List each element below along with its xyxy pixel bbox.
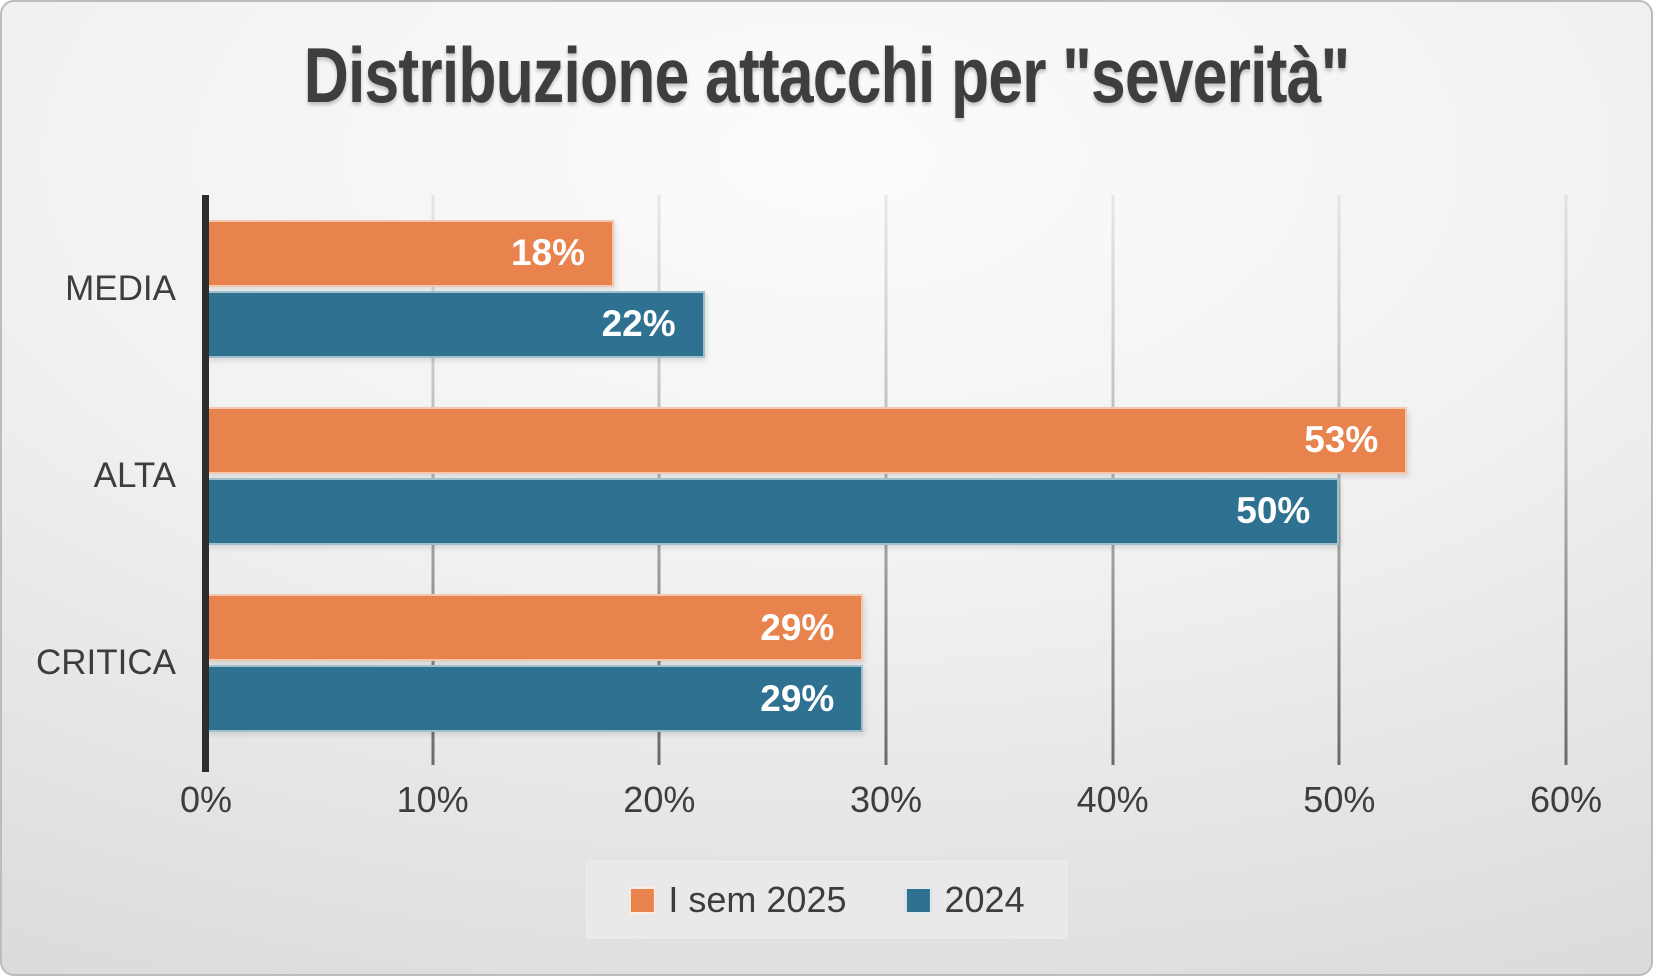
legend-swatch-2024 [904,886,932,914]
data-label: 29% [760,677,835,719]
bar-alta-i-sem-2025: 53% [206,406,1408,474]
y-axis-line [202,195,209,772]
data-label: 22% [601,303,676,345]
x-tick-label: 50% [1303,779,1376,820]
data-label: 18% [510,232,585,274]
data-label: 53% [1304,419,1379,461]
chart-title-text: Distribuzione attacchi per "severità" [303,31,1350,119]
chart-title: Distribuzione attacchi per "severità" [2,30,1651,121]
bar-group-media: MEDIA 18% 22% [65,195,1566,382]
bar-group-critica: CRITICA 29% 29% [36,570,1566,757]
bar-alta-2024: 50% [206,477,1340,545]
gridline [1337,195,1341,765]
x-tick-label: 0% [179,779,233,820]
x-tick-label: 60% [1529,779,1603,820]
legend: I sem 2025 2024 [586,862,1067,938]
data-label: 50% [1236,490,1311,532]
plot-area: MEDIA 18% 22% ALTA 53% 50% CRITICA 29% 29% 0% 10%… [36,195,1602,820]
legend-label: I sem 2025 [668,879,847,920]
bar-group-alta: ALTA 53% 50% [94,382,1566,569]
gridline [1564,195,1568,765]
data-label: 29% [760,606,835,648]
x-tick-label: 40% [1076,779,1149,820]
x-axis: 0% 10% 20% 30% 40% 50% 60% [180,779,1602,829]
category-label-media: MEDIA [65,268,176,308]
category-label-alta: ALTA [93,455,176,495]
bar-groups: MEDIA 18% 22% ALTA 53% 50% CRITICA 29% 29% [36,195,1566,757]
legend-item-2024: 2024 [904,879,1025,921]
bar-critica-2024: 29% [206,665,864,733]
x-tick-label: 20% [623,779,696,820]
category-label-critica: CRITICA [36,643,176,683]
legend-item-i-sem-2025: I sem 2025 [628,879,847,921]
bar-critica-i-sem-2025: 29% [206,594,864,662]
legend-swatch-i-sem-2025 [628,886,656,914]
bar-media-2024: 22% [206,290,705,358]
bar-media-i-sem-2025: 18% [206,219,614,287]
x-tick-label: 10% [396,779,469,820]
legend-label: 2024 [944,879,1025,920]
x-tick-label: 30% [849,779,923,820]
